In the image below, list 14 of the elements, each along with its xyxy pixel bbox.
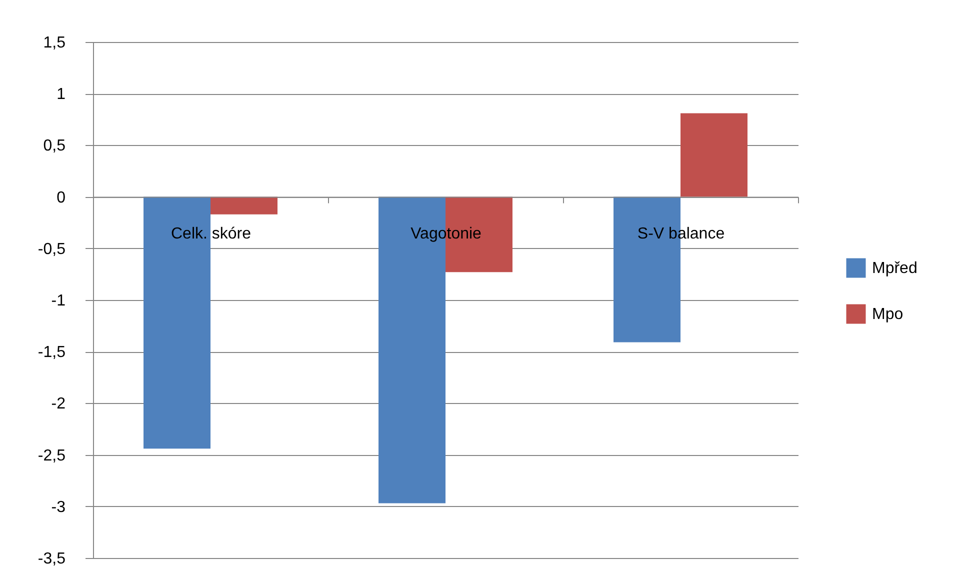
y-tick-label: -3,5 (38, 550, 66, 568)
y-tick-label: -2 (51, 396, 66, 413)
y-tick-label: 1 (56, 86, 66, 104)
legend-label: Mpřed (872, 260, 918, 277)
y-tick-label: 0 (56, 189, 66, 206)
y-tick-label: -1 (51, 292, 66, 310)
legend-label: Mpo (872, 306, 904, 323)
x-tick-label: Celk. skóre (170, 225, 252, 242)
y-tick-label: -1,5 (38, 344, 66, 362)
y-tick-label: -2,5 (38, 447, 66, 464)
y-tick-label: 0,5 (43, 138, 66, 155)
y-tick-label: 1,5 (43, 34, 66, 52)
y-tick-label: -0,5 (38, 240, 66, 258)
y-tick-label: -3 (51, 498, 66, 516)
